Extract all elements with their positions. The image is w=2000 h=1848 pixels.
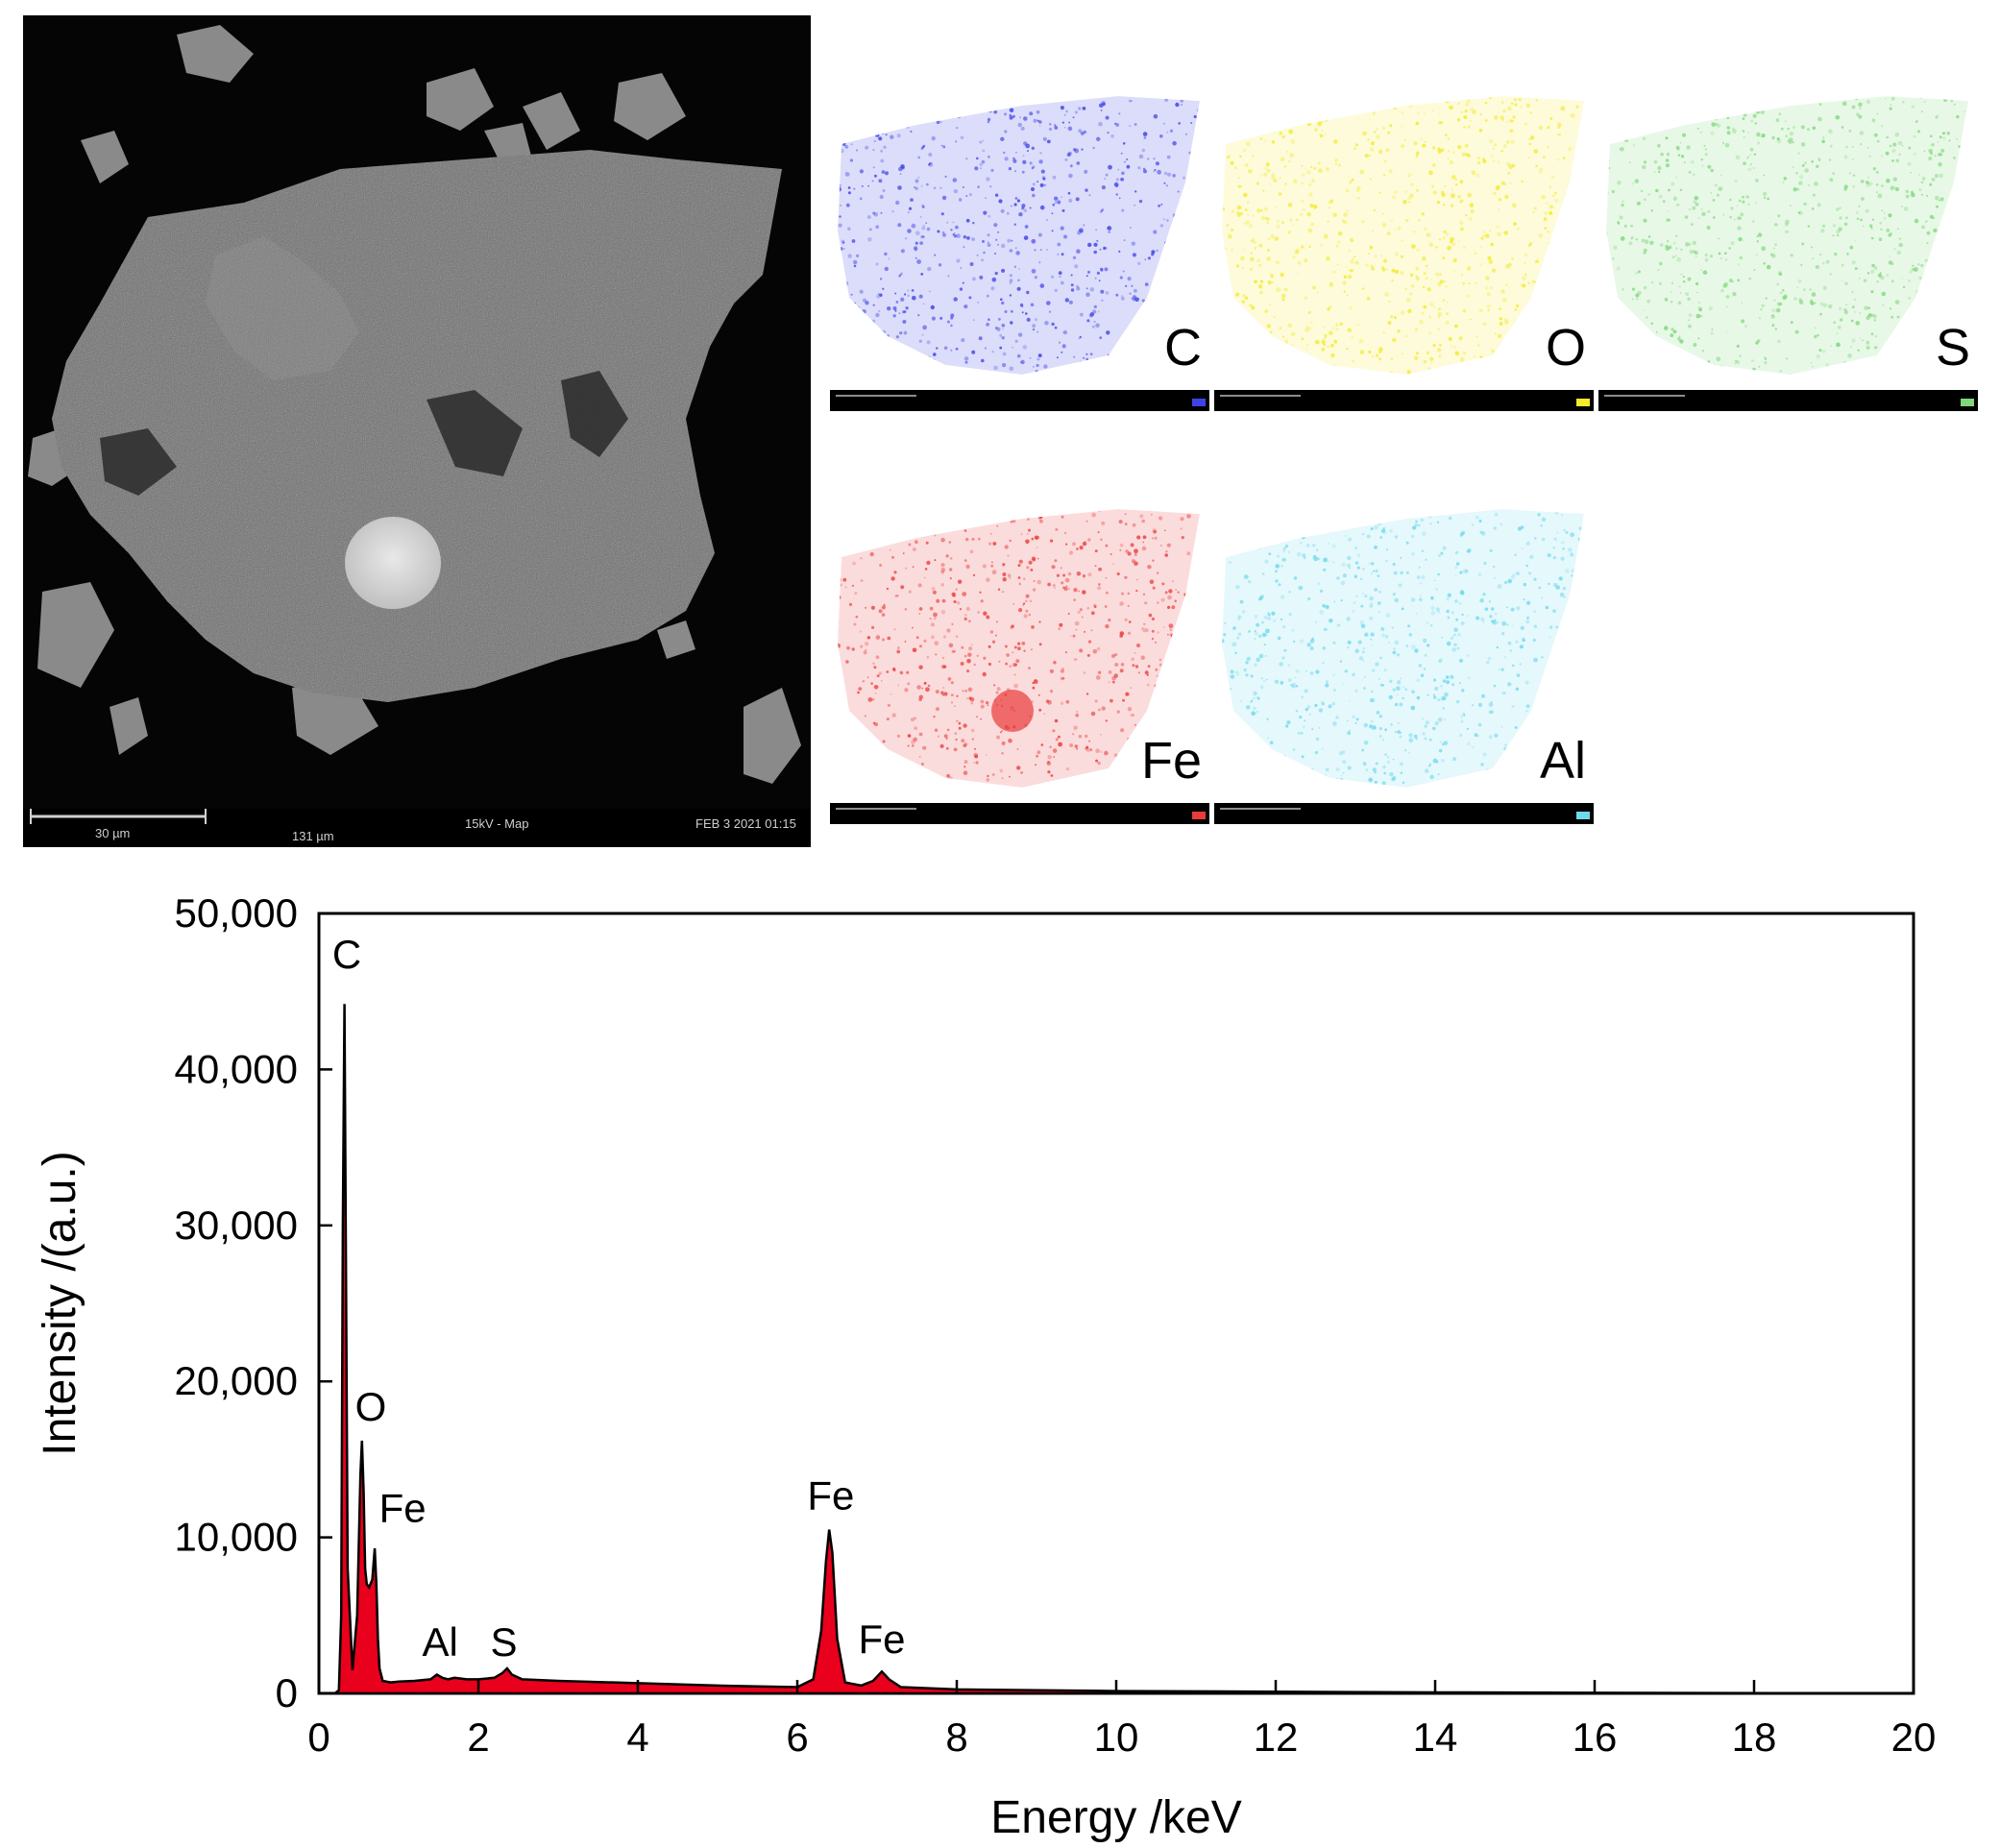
sem-info-bar [23, 809, 811, 847]
x-tick-label: 20 [1891, 1714, 1937, 1760]
eds-spectrum-chart: 0 2 4 6 8 10 12 14 16 18 20 0 10,000 20,000 30,000 40,… [35, 890, 1936, 1843]
map-color-swatch [1576, 812, 1590, 819]
map-color-swatch [1576, 399, 1590, 406]
y-tick-label: 40,000 [175, 1046, 298, 1091]
map-signal [1606, 96, 1968, 375]
map-panel-al: Al [1214, 499, 1594, 824]
map-info-bar [1598, 390, 1978, 411]
map-label-c: C [1164, 319, 1202, 377]
map-color-swatch [1961, 399, 1974, 406]
spectrum-area [319, 1004, 1915, 1695]
x-tick-label: 8 [945, 1714, 967, 1760]
x-tick-label: 6 [786, 1714, 808, 1760]
map-info-bar [830, 803, 1209, 824]
x-axis-title: Energy /keV [990, 1792, 1241, 1843]
sem-scale-label: 30 µm [95, 826, 130, 840]
y-tick-label: 0 [276, 1670, 298, 1715]
map-label-al: Al [1540, 732, 1586, 790]
map-label-o: O [1546, 319, 1586, 377]
peak-label-s: S [491, 1619, 518, 1665]
sem-field-label: 131 µm [292, 829, 334, 843]
y-tick-label: 50,000 [175, 890, 298, 936]
y-tick-label: 10,000 [175, 1515, 298, 1560]
sem-crevices [100, 371, 628, 496]
x-tick-label: 10 [1094, 1714, 1139, 1760]
x-tick-label: 14 [1413, 1714, 1458, 1760]
map-info-bar [830, 390, 1209, 411]
map-panel-s: S [1598, 86, 1978, 411]
map-panel-o: O [1214, 86, 1594, 411]
x-tick-label: 12 [1254, 1714, 1299, 1760]
map-info-bar [1214, 803, 1594, 824]
sem-mode-label: 15kV - Map [465, 816, 528, 831]
map-info-bar [1214, 390, 1594, 411]
map-color-swatch [1192, 812, 1206, 819]
peak-label-o: O [355, 1384, 387, 1429]
y-tick-label: 30,000 [175, 1203, 298, 1248]
eds-maps: C O S Fe Al [830, 86, 1978, 824]
x-tick-label: 18 [1732, 1714, 1777, 1760]
y-axis: 0 10,000 20,000 30,000 40,000 50,000 [175, 890, 332, 1715]
map-label-fe: Fe [1141, 732, 1202, 790]
map-panel-c: C [830, 86, 1209, 411]
map-panel-fe: Fe [830, 499, 1209, 824]
x-tick-label: 2 [467, 1714, 489, 1760]
y-tick-label: 20,000 [175, 1358, 298, 1403]
x-axis: 0 2 4 6 8 10 12 14 16 18 20 [307, 1680, 1936, 1760]
map-label-s: S [1936, 319, 1970, 377]
peak-labels: C O Fe Al S Fe Fe [332, 932, 906, 1665]
x-tick-label: 16 [1573, 1714, 1618, 1760]
peak-label-c: C [332, 932, 361, 977]
x-tick-label: 0 [307, 1714, 329, 1760]
sem-date-label: FEB 3 2021 01:15 [695, 816, 796, 831]
sem-micrograph: 30 µm 131 µm 15kV - Map FEB 3 2021 01:15 [23, 15, 811, 847]
sem-inclusion [345, 517, 441, 609]
peak-label-fe: Fe [807, 1472, 854, 1518]
peak-label-fe: Fe [379, 1485, 427, 1530]
map-color-swatch [1192, 399, 1206, 406]
y-axis-title: Intensity /(a.u.) [35, 1151, 85, 1455]
peak-label-fe: Fe [858, 1617, 905, 1662]
peak-label-al: Al [422, 1619, 457, 1665]
plot-frame [317, 912, 1915, 1695]
x-tick-label: 4 [626, 1714, 648, 1760]
